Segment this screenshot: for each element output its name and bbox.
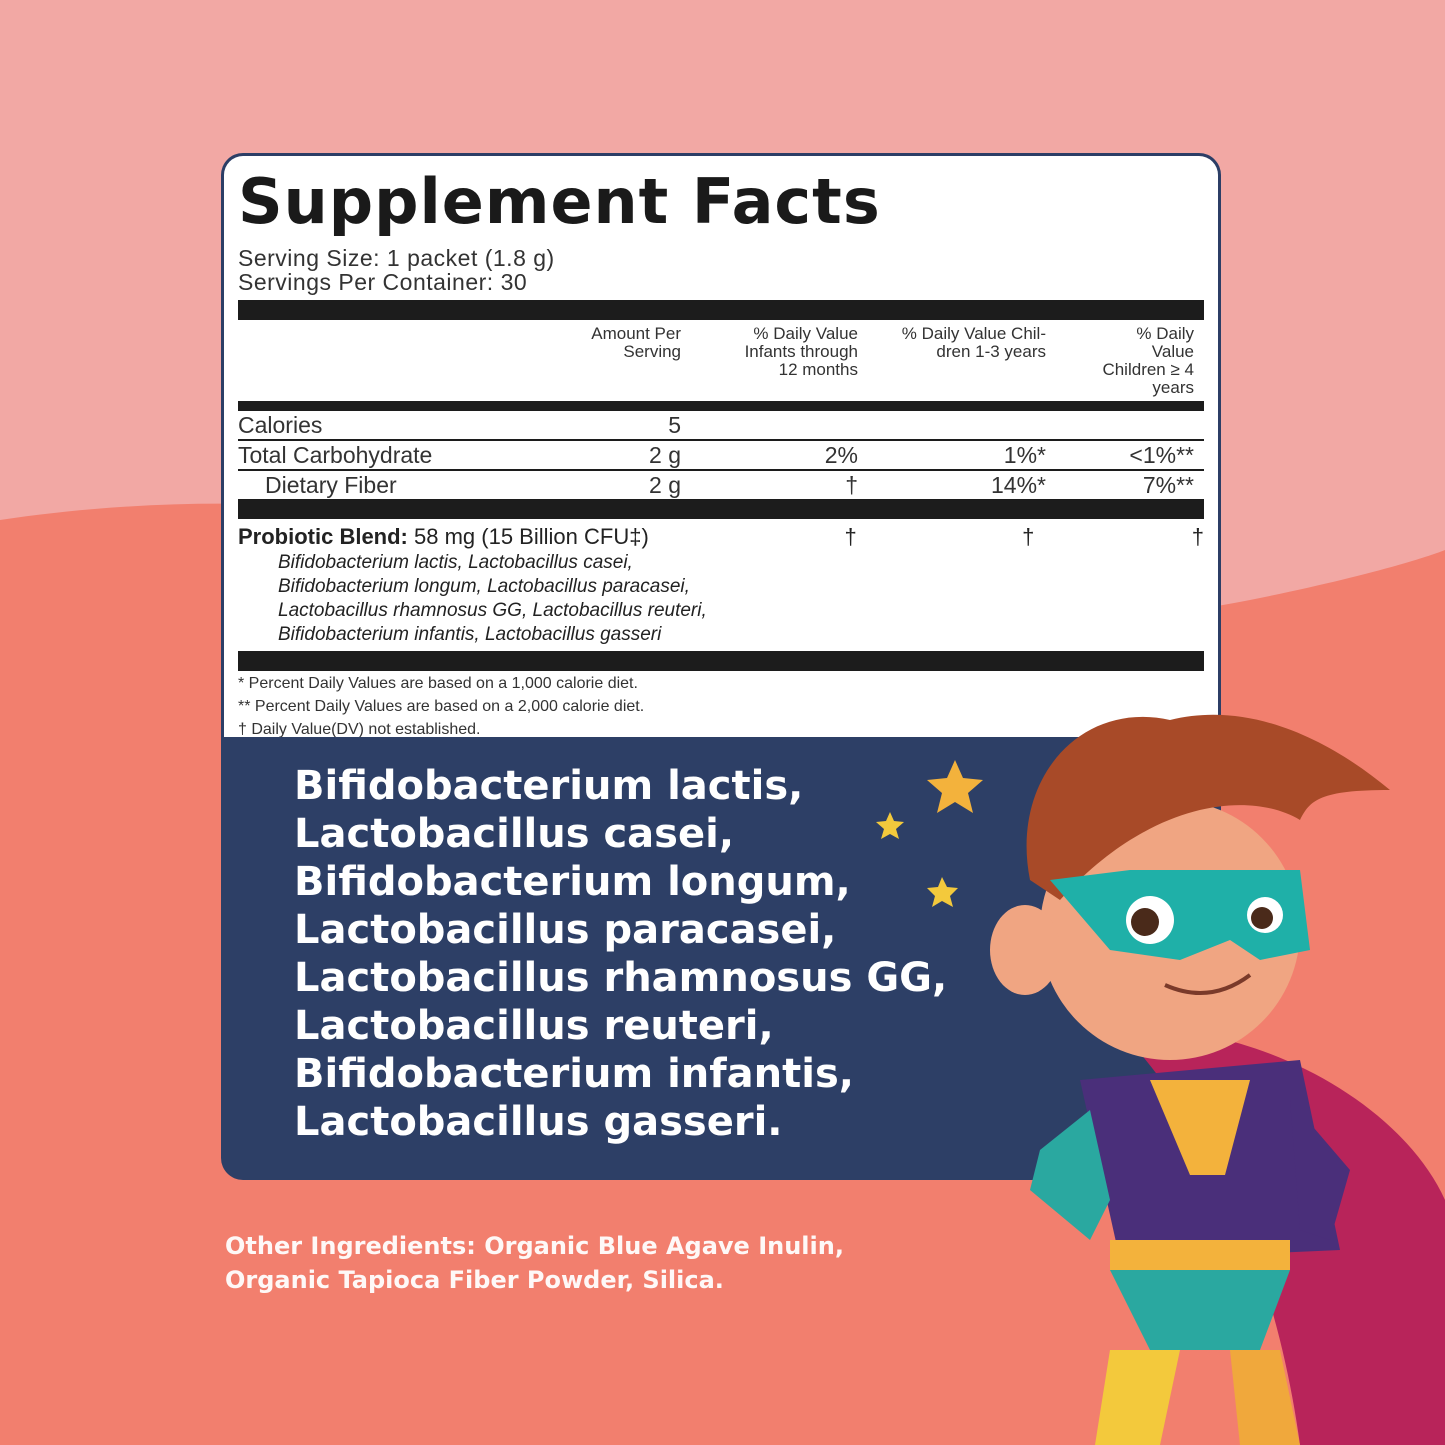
nutrient-row: Total Carbohydrate 2 g 2% 1%* <1%** [238, 439, 1204, 469]
strain-item: Bifidobacterium infantis, [294, 1051, 854, 1097]
strain-list: Bifidobacterium lactis, Lactobacillus cas… [294, 762, 947, 1146]
strain-line: Bifidobacterium infantis, Lactobacillus … [278, 624, 662, 645]
strain-line: Lactobacillus rhamnosus GG, Lactobacillu… [278, 600, 707, 621]
strain-item: Bifidobacterium longum, [294, 859, 851, 905]
strain-item: Lactobacillus gasseri. [294, 1099, 783, 1145]
blend-dv-children-4: † [1191, 524, 1204, 549]
divider-bar [238, 401, 1204, 411]
strain-item: Bifidobacterium lactis, [294, 763, 804, 809]
cell-infants: † [845, 472, 858, 498]
servings-per-container: Servings Per Container: 30 [238, 269, 528, 295]
blend-dv-infants: † [844, 524, 857, 549]
other-ingredients-line: Organic Tapioca Fiber Powder, Silica. [225, 1266, 724, 1294]
star-icon [927, 877, 958, 907]
strain-item: Lactobacillus rhamnosus GG, [294, 955, 948, 1001]
label-title: Supplement Facts [238, 165, 881, 238]
cell-children-4: 7%** [1142, 472, 1194, 498]
cell-infants: 2% [824, 442, 858, 468]
cell-amount: 2 g [649, 442, 681, 468]
cell-name: Calories [238, 412, 323, 438]
nutrient-row: Dietary Fiber 2 g † 14%* 7%** [238, 469, 1204, 499]
footnote: ** Percent Daily Values are based on a 2… [238, 698, 645, 715]
footnote: † Daily Value(DV) not established. [238, 721, 481, 738]
nutrient-row: Calories 5 [238, 411, 1204, 439]
column-headers: Amount Per Serving % Daily Value Infants… [238, 320, 1204, 401]
strain-line: Bifidobacterium longum, Lactobacillus pa… [278, 576, 690, 597]
strain-item: Lactobacillus reuteri, [294, 1003, 774, 1049]
strain-line: Bifidobacterium lactis, Lactobacillus ca… [278, 552, 633, 573]
blend-dv-children-1-3: † [1022, 524, 1035, 549]
strain-item: Lactobacillus casei, [294, 811, 735, 857]
header-amount: Amount Per Serving [591, 324, 681, 361]
divider-bar [238, 499, 1204, 519]
star-icon [876, 812, 904, 839]
cell-name: Dietary Fiber [265, 472, 397, 498]
header-children-1-3: % Daily Value Chil-dren 1-3 years [901, 324, 1046, 361]
divider-bar [238, 651, 1204, 671]
cell-name: Total Carbohydrate [238, 442, 433, 468]
other-ingredients-line: Other Ingredients: Organic Blue Agave In… [225, 1232, 844, 1260]
header-children-4: % Daily Value Children ≥ 4 years [1102, 324, 1194, 397]
divider-bar [238, 300, 1204, 320]
header-infants: % Daily Value Infants through 12 months [744, 324, 858, 379]
cell-amount: 2 g [649, 472, 681, 498]
supplement-facts-label: Supplement Facts Serving Size: 1 packet … [221, 153, 1221, 738]
cell-amount: 5 [668, 412, 681, 438]
cell-children-1-3: 14%* [991, 472, 1046, 498]
probiotic-blend-row: Probiotic Blend: 58 mg (15 Billion CFU‡)… [238, 523, 1204, 551]
cell-children-1-3: 1%* [1003, 442, 1046, 468]
cell-children-4: <1%** [1129, 442, 1194, 468]
footnote: * Percent Daily Values are based on a 1,… [238, 675, 638, 692]
blend-name: Probiotic Blend: [238, 524, 408, 549]
star-icon [927, 760, 983, 813]
other-ingredients: Other Ingredients: Organic Blue Agave In… [225, 1229, 844, 1297]
serving-size: Serving Size: 1 packet (1.8 g) [238, 245, 555, 271]
strain-item: Lactobacillus paracasei, [294, 907, 837, 953]
blend-amount: 58 mg (15 Billion CFU‡) [414, 524, 649, 549]
